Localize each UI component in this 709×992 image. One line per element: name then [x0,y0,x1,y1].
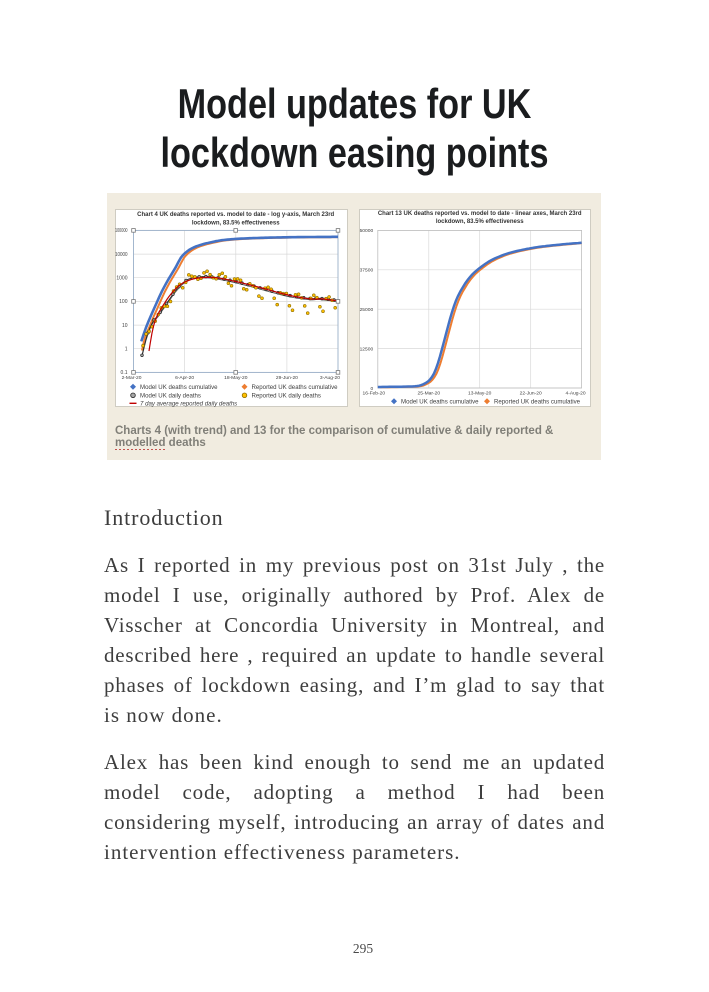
svg-text:13-May-20: 13-May-20 [468,391,492,397]
svg-text:25-Mar-20: 25-Mar-20 [417,391,440,397]
svg-text:12500: 12500 [359,346,373,352]
svg-text:0.1: 0.1 [120,370,127,376]
svg-text:37500: 37500 [359,268,373,274]
svg-text:Model UK deaths cumulative: Model UK deaths cumulative [401,399,479,406]
svg-text:10000: 10000 [115,252,128,258]
svg-text:3-Aug-20: 3-Aug-20 [319,375,339,381]
svg-text:Reported UK deaths cumulative: Reported UK deaths cumulative [251,384,338,391]
svg-text:0: 0 [370,386,373,392]
svg-text:Model UK deaths cumulative: Model UK deaths cumulative [140,384,218,391]
svg-text:100: 100 [119,299,128,305]
svg-text:100000: 100000 [115,228,128,234]
svg-text:lockdown, 83.5% effectiveness: lockdown, 83.5% effectiveness [191,220,279,226]
svg-text:Chart 4 UK deaths reported vs.: Chart 4 UK deaths reported vs. model to … [137,212,334,218]
svg-text:22-Jun-20: 22-Jun-20 [519,391,541,397]
svg-text:16-Feb-20: 16-Feb-20 [362,391,385,397]
svg-text:1: 1 [124,347,127,353]
svg-text:7 day average reported daily d: 7 day average reported daily deaths [140,401,237,407]
svg-text:18-May-20: 18-May-20 [224,375,248,381]
svg-text:29-Jun-20: 29-Jun-20 [275,375,297,381]
svg-text:Model UK daily deaths: Model UK daily deaths [140,393,201,400]
svg-text:4-Aug-20: 4-Aug-20 [565,391,585,397]
svg-text:Reported UK deaths cumulative: Reported UK deaths cumulative [494,399,581,406]
svg-text:1000: 1000 [116,276,127,282]
svg-text:lockdown, 83.5% effectiveness: lockdown, 83.5% effectiveness [435,219,523,225]
svg-text:25000: 25000 [359,307,373,313]
svg-text:2-Mar-20: 2-Mar-20 [121,375,141,381]
svg-text:50000: 50000 [359,228,373,234]
svg-text:10: 10 [121,323,127,329]
svg-text:6-Apr-20: 6-Apr-20 [175,375,194,381]
svg-text:Reported UK daily deaths: Reported UK daily deaths [251,393,320,400]
svg-text:Chart 13 UK deaths reported vs: Chart 13 UK deaths reported vs. model to… [377,211,581,217]
